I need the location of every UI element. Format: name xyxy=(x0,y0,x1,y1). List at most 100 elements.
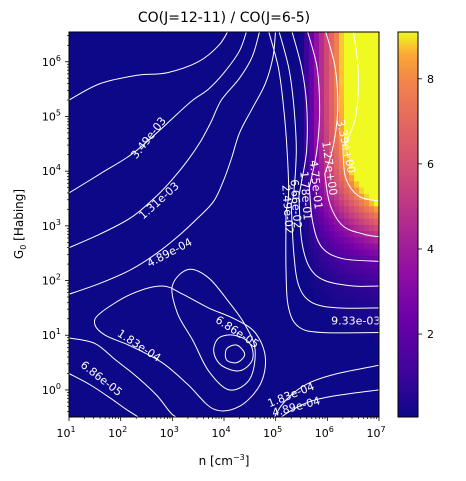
heatmap-cell xyxy=(354,199,360,207)
x-tick-label: 101 xyxy=(56,425,75,440)
heatmap-cell xyxy=(374,149,379,157)
heatmap-cell xyxy=(374,38,379,45)
heatmap-cell xyxy=(314,38,320,45)
heatmap-cell xyxy=(374,336,379,343)
heatmap-cell xyxy=(334,149,340,157)
heatmap-cell xyxy=(364,236,370,244)
heatmap-cell xyxy=(339,236,345,244)
contour-label: 4.75e-01 xyxy=(307,160,325,210)
heatmap-cell xyxy=(304,236,310,244)
heatmap-cell xyxy=(349,323,355,331)
y-axis-label: G0 [Habing] xyxy=(12,189,28,259)
heatmap-cell xyxy=(374,181,379,188)
heatmap-cell xyxy=(359,212,365,219)
heatmap-cell xyxy=(364,125,370,132)
heatmap-cell xyxy=(304,212,310,219)
heatmap-cell xyxy=(304,125,310,132)
heatmap-cell xyxy=(299,50,305,58)
heatmap-cell xyxy=(309,106,315,114)
colorbar-tick-label: 8 xyxy=(427,73,434,86)
heatmap-cell xyxy=(344,87,350,95)
heatmap-cell xyxy=(374,87,379,95)
heatmap-cell xyxy=(354,230,360,238)
heatmap-cell xyxy=(304,199,310,207)
heatmap-cell xyxy=(324,81,330,89)
heatmap-cell xyxy=(369,131,375,138)
heatmap-cell xyxy=(324,261,330,269)
heatmap-cell xyxy=(299,112,305,120)
heatmap-cell xyxy=(349,274,355,281)
heatmap-cell xyxy=(329,69,335,76)
heatmap-cell xyxy=(329,38,335,45)
heatmap-cell xyxy=(329,236,335,244)
heatmap-cell xyxy=(359,32,365,39)
heatmap-cell xyxy=(304,81,310,89)
heatmap-cell xyxy=(309,218,315,225)
x-tick-label: 105 xyxy=(263,425,282,440)
heatmap-cell xyxy=(334,69,340,76)
heatmap-cell xyxy=(354,317,360,325)
heatmap-cell xyxy=(344,100,350,107)
heatmap-cell xyxy=(309,94,315,101)
heatmap-cell xyxy=(339,181,345,188)
colorbar-ticks: 2 4 6 8 xyxy=(418,73,434,341)
heatmap-cell xyxy=(314,125,320,132)
heatmap-cell xyxy=(369,56,375,64)
heatmap-cell xyxy=(299,149,305,157)
heatmap-cell xyxy=(364,249,370,256)
heatmap-cell xyxy=(369,224,375,232)
heatmap-cell xyxy=(344,212,350,219)
heatmap-cell xyxy=(329,118,335,126)
heatmap-cell xyxy=(334,44,340,52)
heatmap-cell xyxy=(339,63,345,70)
heatmap-cell xyxy=(299,100,305,107)
heatmap-cell xyxy=(314,243,320,250)
heatmap-cell xyxy=(359,267,365,275)
heatmap-cell xyxy=(334,286,340,294)
heatmap-cell xyxy=(304,32,310,39)
heatmap-cell xyxy=(374,32,379,39)
heatmap-cell xyxy=(339,193,345,201)
heatmap-cell xyxy=(344,106,350,114)
heatmap-cell xyxy=(369,261,375,269)
heatmap-cell xyxy=(369,94,375,101)
heatmap-cell xyxy=(374,125,379,132)
heatmap-cell xyxy=(359,38,365,45)
heatmap-cell xyxy=(374,112,379,120)
heatmap-cell xyxy=(349,193,355,201)
heatmap-cell xyxy=(309,181,315,188)
heatmap-cell xyxy=(304,162,310,170)
heatmap-cell xyxy=(314,100,320,107)
heatmap-cell xyxy=(364,32,370,39)
heatmap-cell xyxy=(364,261,370,269)
heatmap-cell xyxy=(354,261,360,269)
heatmap-cell xyxy=(334,243,340,250)
heatmap-cell xyxy=(354,94,360,101)
heatmap-cell xyxy=(339,44,345,52)
heatmap-cell xyxy=(349,311,355,319)
heatmap-cell xyxy=(354,181,360,188)
heatmap-cell xyxy=(364,112,370,120)
heatmap-cell xyxy=(354,205,360,213)
heatmap-cell xyxy=(374,212,379,219)
heatmap-cell xyxy=(344,44,350,52)
heatmap-cell xyxy=(319,230,325,238)
heatmap-cell xyxy=(324,280,330,287)
heatmap-cell xyxy=(359,75,365,83)
heatmap-cell xyxy=(314,81,320,89)
heatmap-cell xyxy=(354,267,360,275)
heatmap-cell xyxy=(339,50,345,58)
heatmap-cell xyxy=(334,100,340,107)
contour-line xyxy=(69,337,178,417)
heatmap-cell xyxy=(359,181,365,188)
heatmap-cell xyxy=(314,137,320,145)
heatmap-cell xyxy=(334,63,340,70)
heatmap-cell xyxy=(319,131,325,138)
heatmap-cell xyxy=(369,193,375,201)
heatmap-cell xyxy=(364,44,370,52)
heatmap-cell xyxy=(344,69,350,76)
heatmap-cell xyxy=(309,156,315,163)
heatmap-cell xyxy=(309,168,315,176)
heatmap-cell xyxy=(329,305,335,312)
heatmap-cell xyxy=(374,168,379,176)
